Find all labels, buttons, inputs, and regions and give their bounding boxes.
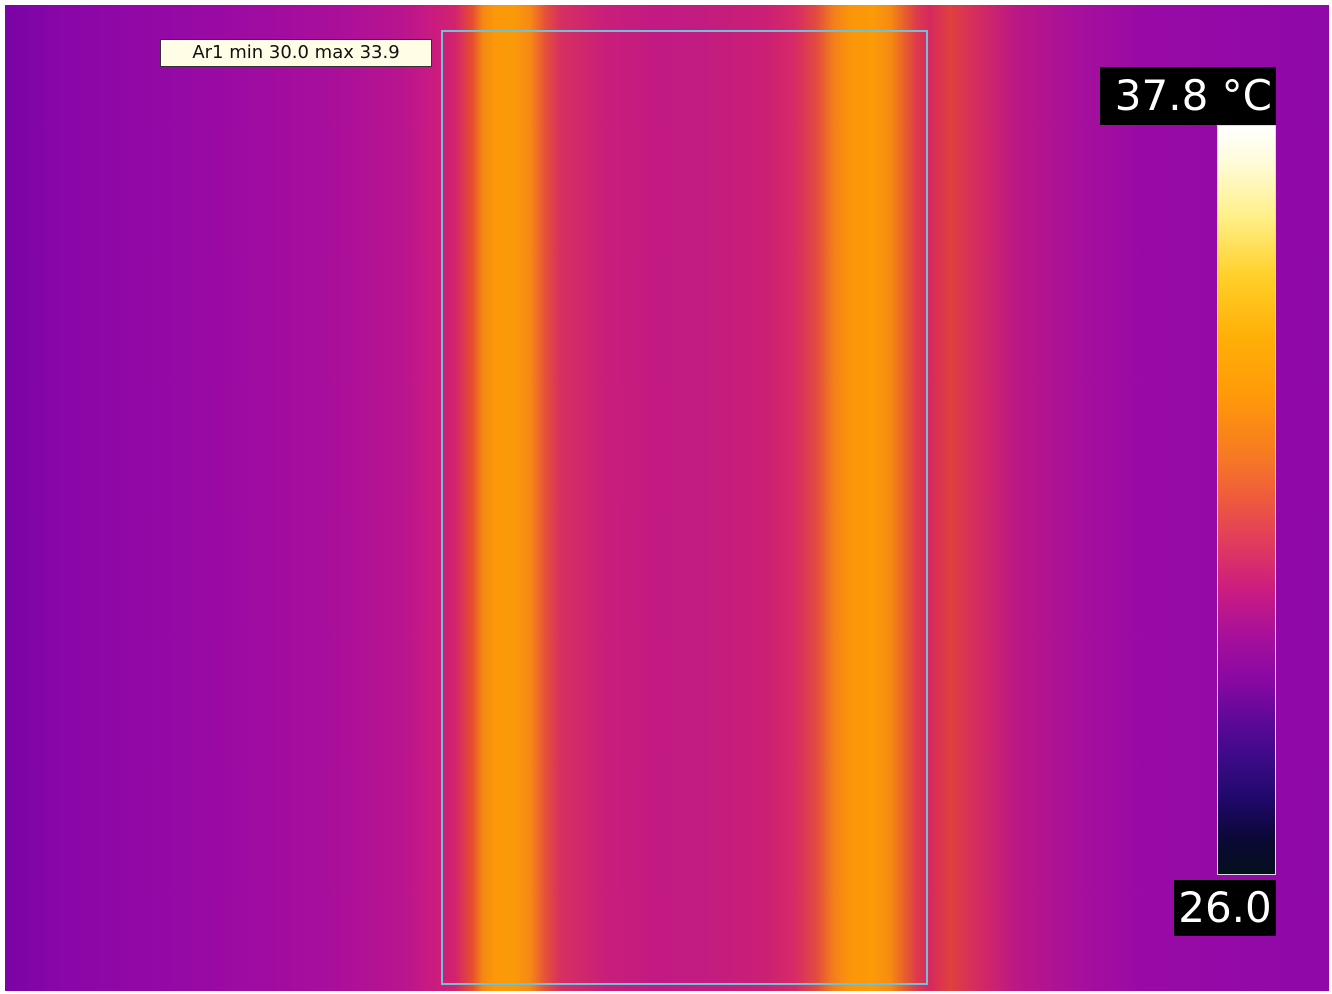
thermal-image [5,5,1329,991]
color-scale-bar [1217,125,1276,875]
measurement-area-box[interactable] [441,30,928,985]
scale-max-temperature: 37.8 °C [1100,67,1276,125]
area-measurement-label: Ar1 min 30.0 max 33.9 [160,39,432,67]
scale-min-temperature: 26.0 [1174,880,1276,936]
